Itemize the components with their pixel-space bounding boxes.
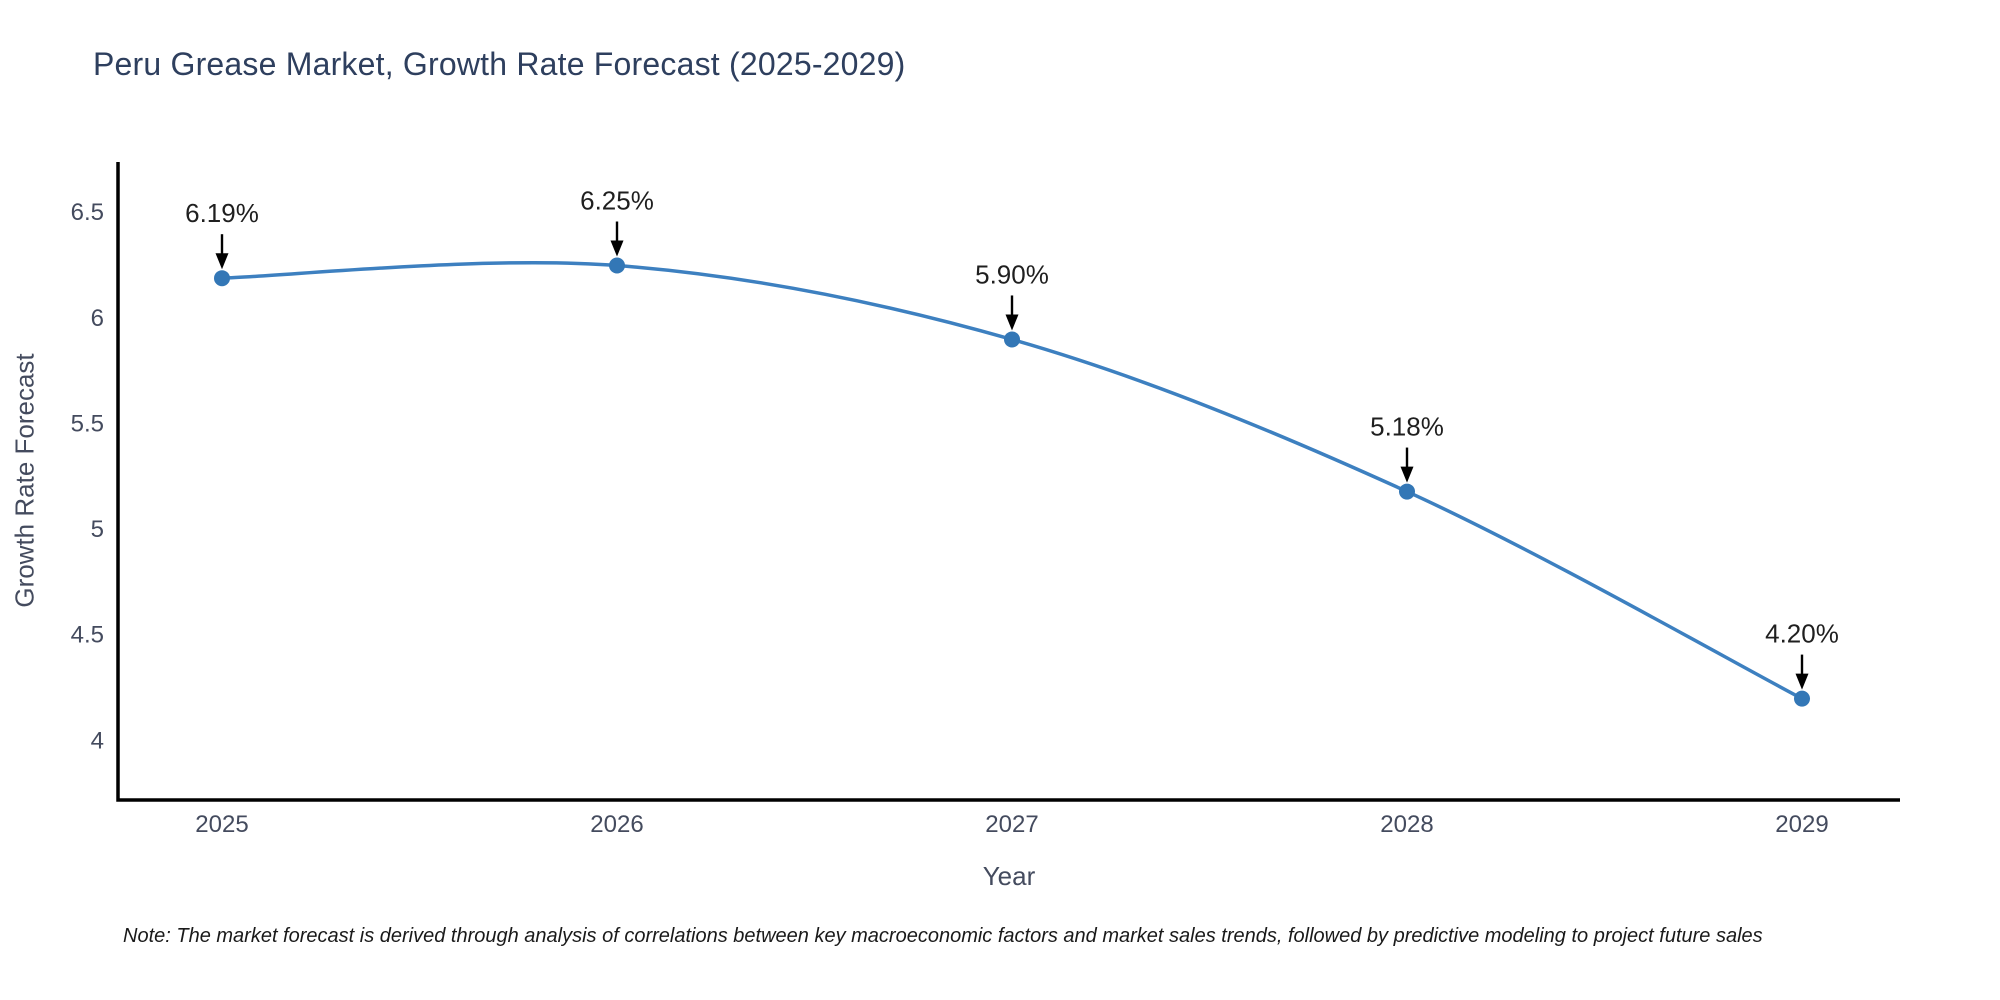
y-tick-label: 6.5 xyxy=(71,199,104,226)
x-tick-label: 2025 xyxy=(195,811,248,838)
annotation-label: 4.20% xyxy=(1765,619,1839,649)
y-tick-label: 4.5 xyxy=(71,622,104,649)
y-tick-label: 4 xyxy=(91,727,104,754)
annotation-arrowhead xyxy=(1400,466,1414,483)
chart-title: Peru Grease Market, Growth Rate Forecast… xyxy=(93,46,906,82)
footnote: Note: The market forecast is derived thr… xyxy=(123,925,1763,947)
x-tick-label: 2027 xyxy=(985,811,1038,838)
x-tick-label: 2026 xyxy=(590,811,643,838)
x-tick-label: 2028 xyxy=(1380,811,1433,838)
y-tick-label: 5 xyxy=(91,516,104,543)
y-axis-title: Growth Rate Forecast xyxy=(9,353,40,608)
annotation-label: 6.25% xyxy=(580,186,654,216)
x-tick-label: 2029 xyxy=(1775,811,1828,838)
y-tick-label: 6 xyxy=(91,305,104,332)
data-point-marker xyxy=(1794,690,1810,707)
y-tick-label: 5.5 xyxy=(71,410,104,437)
annotation-arrowhead xyxy=(215,253,229,270)
annotation-label: 5.90% xyxy=(975,259,1049,289)
annotation-arrowhead xyxy=(1005,314,1019,331)
data-point-marker xyxy=(214,270,230,287)
x-axis-title: Year xyxy=(982,861,1036,891)
annotation-label: 5.18% xyxy=(1370,412,1444,442)
annotation-label: 6.19% xyxy=(185,198,259,228)
annotation-arrowhead xyxy=(1795,673,1809,690)
data-point-marker xyxy=(1399,483,1415,500)
annotation-arrowhead xyxy=(610,240,624,257)
data-point-marker xyxy=(609,257,625,274)
data-point-marker xyxy=(1004,331,1020,348)
axis-line xyxy=(116,162,1900,802)
